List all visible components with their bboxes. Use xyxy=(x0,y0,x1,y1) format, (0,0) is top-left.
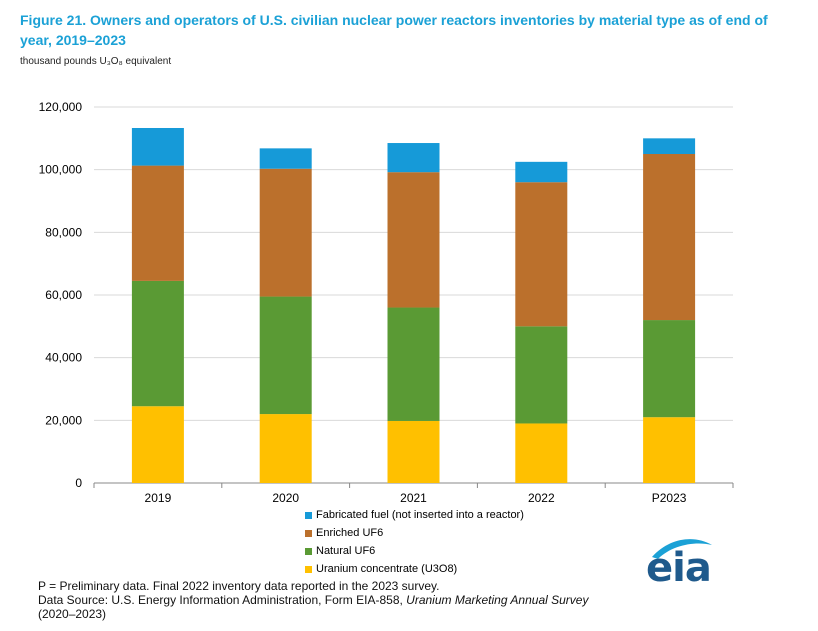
source-note: Data Source: U.S. Energy Information Adm… xyxy=(38,593,588,607)
y-tick-label: 20,000 xyxy=(45,413,82,427)
x-tick-label: 2020 xyxy=(272,491,299,505)
legend: Fabricated fuel (not inserted into a rea… xyxy=(305,506,524,578)
units-label: thousand pounds U₃O₈ equivalent xyxy=(20,56,172,67)
bar-segment xyxy=(643,417,696,483)
x-tick-label: 2019 xyxy=(145,491,172,505)
bar-segment xyxy=(515,161,568,183)
bar-segment xyxy=(259,414,312,483)
bar-segment xyxy=(643,138,696,154)
bar-segment xyxy=(259,296,312,415)
bar-segment xyxy=(259,148,312,169)
legend-swatch xyxy=(305,547,312,555)
y-tick-label: 80,000 xyxy=(45,225,82,239)
legend-label: Enriched UF6 xyxy=(316,527,384,539)
source-title: Uranium Marketing Annual Survey xyxy=(406,593,589,607)
legend-swatch xyxy=(305,529,312,537)
preliminary-note: P = Preliminary data. Final 2022 invento… xyxy=(38,579,440,593)
bar-segment xyxy=(131,280,184,407)
x-tick-label: P2023 xyxy=(652,491,687,505)
bar-segment xyxy=(131,127,184,166)
stacked-bar-chart: 0 20,000 40,000 60,000 80,000 100,000 120,000 2… xyxy=(39,100,734,505)
bar-segment xyxy=(515,423,568,483)
legend-item: Enriched UF6 xyxy=(305,524,524,542)
chart-notes: P = Preliminary data. Final 2022 invento… xyxy=(38,579,588,621)
chart-title: Figure 21. Owners and operators of U.S. … xyxy=(20,12,768,48)
y-tick-label: 60,000 xyxy=(45,288,82,302)
bar-segment xyxy=(515,326,568,424)
bar-segment xyxy=(387,172,440,308)
y-tick-label: 100,000 xyxy=(39,163,83,177)
y-tick-label: 120,000 xyxy=(39,100,83,114)
y-tick-label: 0 xyxy=(75,476,82,490)
bar-segment xyxy=(131,165,184,281)
eia-logo-text: eia xyxy=(646,545,712,591)
legend-label: Natural UF6 xyxy=(316,545,376,557)
legend-item: Uranium concentrate (U3O8) xyxy=(305,560,524,578)
legend-swatch xyxy=(305,511,312,519)
bar-segment xyxy=(387,420,440,483)
source-years: (2020–2023) xyxy=(38,607,107,621)
bar-segment xyxy=(259,168,312,297)
source-prefix: Data Source: U.S. Energy Information Adm… xyxy=(38,593,407,607)
x-tick-label: 2021 xyxy=(400,491,427,505)
eia-swoosh-icon xyxy=(652,539,712,559)
bar-segment xyxy=(387,307,440,421)
legend-item: Natural UF6 xyxy=(305,542,524,560)
bar-segment xyxy=(387,143,440,173)
legend-label: Fabricated fuel (not inserted into a rea… xyxy=(316,509,524,521)
eia-logo: eia xyxy=(640,535,720,595)
y-tick-label: 40,000 xyxy=(45,351,82,365)
bar-segment xyxy=(643,154,696,321)
legend-swatch xyxy=(305,565,312,573)
legend-item: Fabricated fuel (not inserted into a rea… xyxy=(305,506,524,524)
bar-segment xyxy=(515,182,568,327)
bar-segment xyxy=(643,320,696,418)
legend-label: Uranium concentrate (U3O8) xyxy=(316,563,458,575)
bar-segment xyxy=(131,406,184,483)
x-tick-label: 2022 xyxy=(528,491,555,505)
